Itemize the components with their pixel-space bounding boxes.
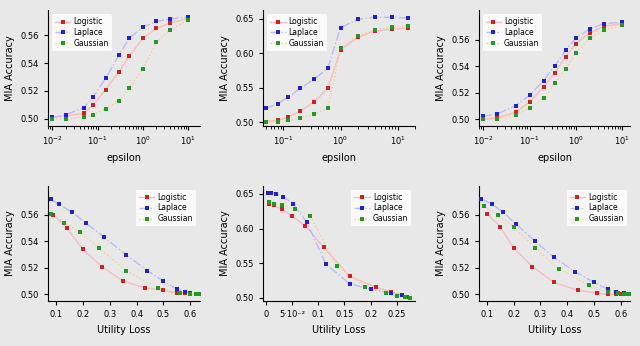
Y-axis label: MIA Accuracy: MIA Accuracy [220,210,230,276]
X-axis label: Utility Loss: Utility Loss [97,325,150,335]
X-axis label: epsilon: epsilon [322,153,356,163]
Y-axis label: MIA Accuracy: MIA Accuracy [220,35,230,101]
Y-axis label: MIA Accuracy: MIA Accuracy [436,210,445,276]
X-axis label: epsilon: epsilon [537,153,572,163]
Y-axis label: MIA Accuracy: MIA Accuracy [436,35,445,101]
Y-axis label: MIA Accuracy: MIA Accuracy [5,210,15,276]
X-axis label: Utility Loss: Utility Loss [312,325,366,335]
Legend: Logistic, Laplace, Gaussian: Logistic, Laplace, Gaussian [136,190,196,226]
X-axis label: Utility Loss: Utility Loss [528,325,581,335]
Legend: Logistic, Laplace, Gaussian: Logistic, Laplace, Gaussian [483,14,542,51]
Legend: Logistic, Laplace, Gaussian: Logistic, Laplace, Gaussian [351,190,412,226]
Legend: Logistic, Laplace, Gaussian: Logistic, Laplace, Gaussian [267,14,327,51]
X-axis label: epsilon: epsilon [106,153,141,163]
Y-axis label: MIA Accuracy: MIA Accuracy [5,35,15,101]
Legend: Logistic, Laplace, Gaussian: Logistic, Laplace, Gaussian [52,14,111,51]
Legend: Logistic, Laplace, Gaussian: Logistic, Laplace, Gaussian [567,190,627,226]
